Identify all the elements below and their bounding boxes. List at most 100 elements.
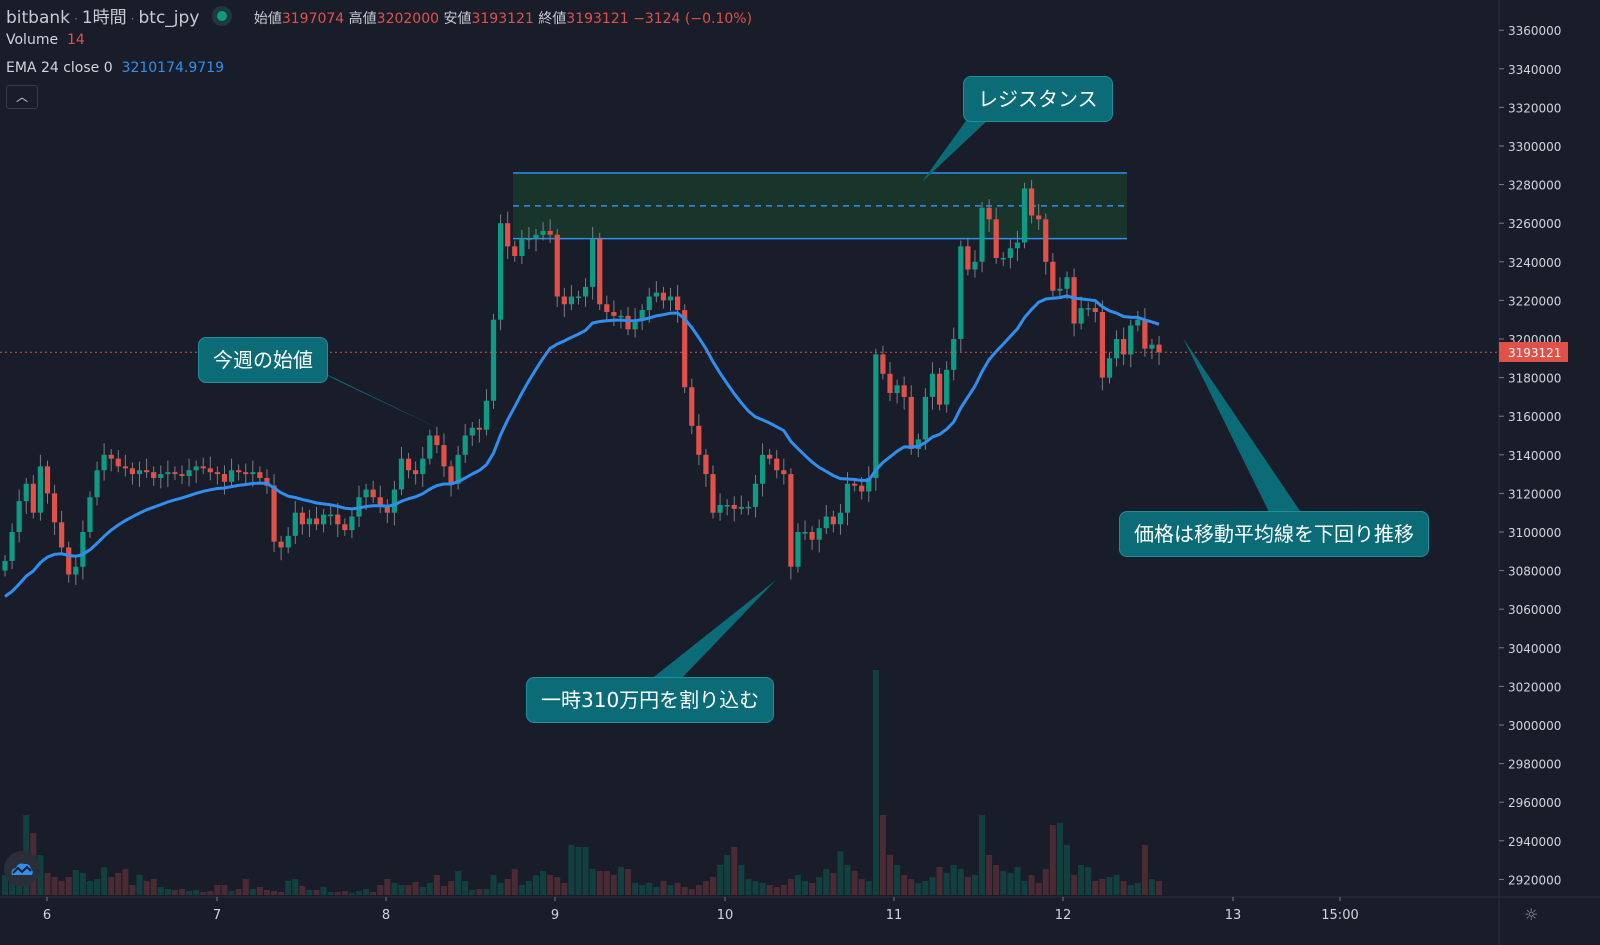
candle-body — [1106, 358, 1113, 378]
symbol-legend[interactable]: bitbank · 1時間 · btc_jpy 始値3197074 高値3202000 … — [6, 3, 752, 28]
candle-body — [136, 470, 143, 475]
candle-body — [717, 504, 723, 513]
candle-body — [653, 292, 659, 297]
dip-callout-tail — [650, 580, 776, 680]
candle-body — [321, 514, 327, 525]
price-tick-label: 2920000 — [1508, 873, 1561, 887]
candle-body — [455, 454, 461, 484]
candle-body — [165, 472, 171, 475]
resistance-zone[interactable] — [513, 172, 1127, 240]
volume-bar — [320, 887, 327, 895]
below-ma-callout[interactable]: 価格は移動平均線を下回り推移 — [1119, 511, 1429, 557]
candle-body — [214, 472, 220, 475]
candles — [2, 179, 1162, 585]
volume-bar — [171, 890, 178, 895]
time-axis[interactable]: 6 7 8 9 10 11 12 13 15:00 — [43, 897, 1359, 923]
volume-bar — [136, 875, 143, 895]
candle-body — [837, 512, 844, 525]
volume-bar — [455, 871, 462, 895]
price-tick-label: 3320000 — [1508, 101, 1561, 115]
volume-bar — [271, 891, 278, 895]
candle-body — [944, 369, 950, 405]
resistance-callout[interactable]: レジスタンス — [963, 76, 1113, 122]
volume-bar — [950, 865, 957, 895]
volume-bar — [1021, 881, 1028, 895]
price-axis[interactable]: 3360000 3340000 3320000 3300000 3280000 32600… — [1499, 24, 1561, 887]
candle-body — [398, 458, 405, 490]
candle-body — [278, 541, 284, 548]
candle-body — [9, 532, 15, 561]
candle-body — [908, 396, 914, 450]
collapse-legend-button[interactable]: ︿ — [6, 85, 38, 109]
candle-body — [370, 489, 376, 498]
volume-bar — [157, 887, 164, 895]
volume-bar — [86, 881, 93, 895]
volume-bar — [1092, 881, 1099, 895]
candle-body — [257, 472, 263, 478]
candle-body — [498, 223, 504, 320]
ema-legend[interactable]: EMA 24 close 0 3210174.9719 — [6, 60, 224, 76]
candle-body — [1149, 344, 1155, 349]
candle-body — [852, 483, 858, 486]
volume-bar — [901, 875, 908, 895]
candle-body — [179, 474, 185, 477]
low-value: 3193121 — [471, 11, 534, 27]
time-tick-label: 7 — [213, 908, 221, 923]
candle-body — [618, 315, 624, 318]
candle-body — [604, 304, 610, 312]
volume-bar — [412, 882, 419, 895]
time-tick-label: 6 — [43, 908, 51, 923]
volume-bar — [667, 885, 674, 895]
candle-body — [462, 435, 468, 455]
candle-body — [540, 230, 546, 235]
week-open-callout[interactable]: 今週の始値 — [198, 337, 328, 383]
candle-body — [710, 474, 716, 513]
candle-body — [880, 354, 886, 374]
volume-bar — [915, 883, 922, 895]
candle-body — [972, 261, 978, 270]
time-tick-label: 8 — [382, 908, 390, 923]
close-label: 終値 — [538, 11, 567, 27]
volume-bar — [632, 883, 639, 895]
volume-bar — [1078, 865, 1085, 895]
dip-callout[interactable]: 一時310万円を割り込む — [526, 677, 775, 723]
tradingview-logo[interactable] — [4, 851, 40, 887]
volume-bar — [929, 877, 936, 895]
close-value: 3193121 — [566, 11, 629, 27]
interval[interactable]: 1時間 — [81, 8, 127, 28]
volume-legend[interactable]: Volume 14 — [6, 32, 85, 48]
volume-bar — [341, 891, 348, 895]
volume-bar — [851, 871, 858, 895]
volume-bar — [483, 889, 490, 895]
candle-body — [413, 470, 419, 475]
candle-body — [243, 472, 249, 475]
price-tick-label: 2940000 — [1508, 835, 1561, 849]
candle-body — [759, 454, 766, 484]
candle-body — [1036, 215, 1042, 220]
volume-bar — [993, 865, 1000, 895]
current-price-label: 3193121 — [1508, 346, 1561, 360]
candle-body — [1043, 219, 1049, 262]
settings-gear-icon[interactable]: ☼ — [1524, 905, 1539, 924]
volume-bar — [440, 886, 447, 895]
volume-bar — [44, 873, 51, 895]
candle-body — [774, 458, 780, 471]
volume-bar — [879, 815, 886, 895]
volume-bar — [766, 885, 773, 895]
candle-body — [767, 454, 773, 459]
volume-bar — [448, 881, 455, 895]
volume-label: Volume — [6, 32, 59, 48]
volume-bar — [660, 881, 667, 895]
volume-bar — [65, 877, 72, 895]
candle-body — [306, 518, 313, 525]
candle-body — [299, 512, 305, 525]
candle-body — [108, 454, 114, 459]
price-tick-label: 3360000 — [1508, 24, 1561, 38]
candle-body — [151, 472, 157, 478]
candle-body — [80, 532, 86, 567]
volume-bar — [936, 867, 943, 895]
volume-bar — [186, 891, 193, 895]
volume-bar — [752, 881, 759, 895]
volume-bar — [1042, 869, 1049, 895]
